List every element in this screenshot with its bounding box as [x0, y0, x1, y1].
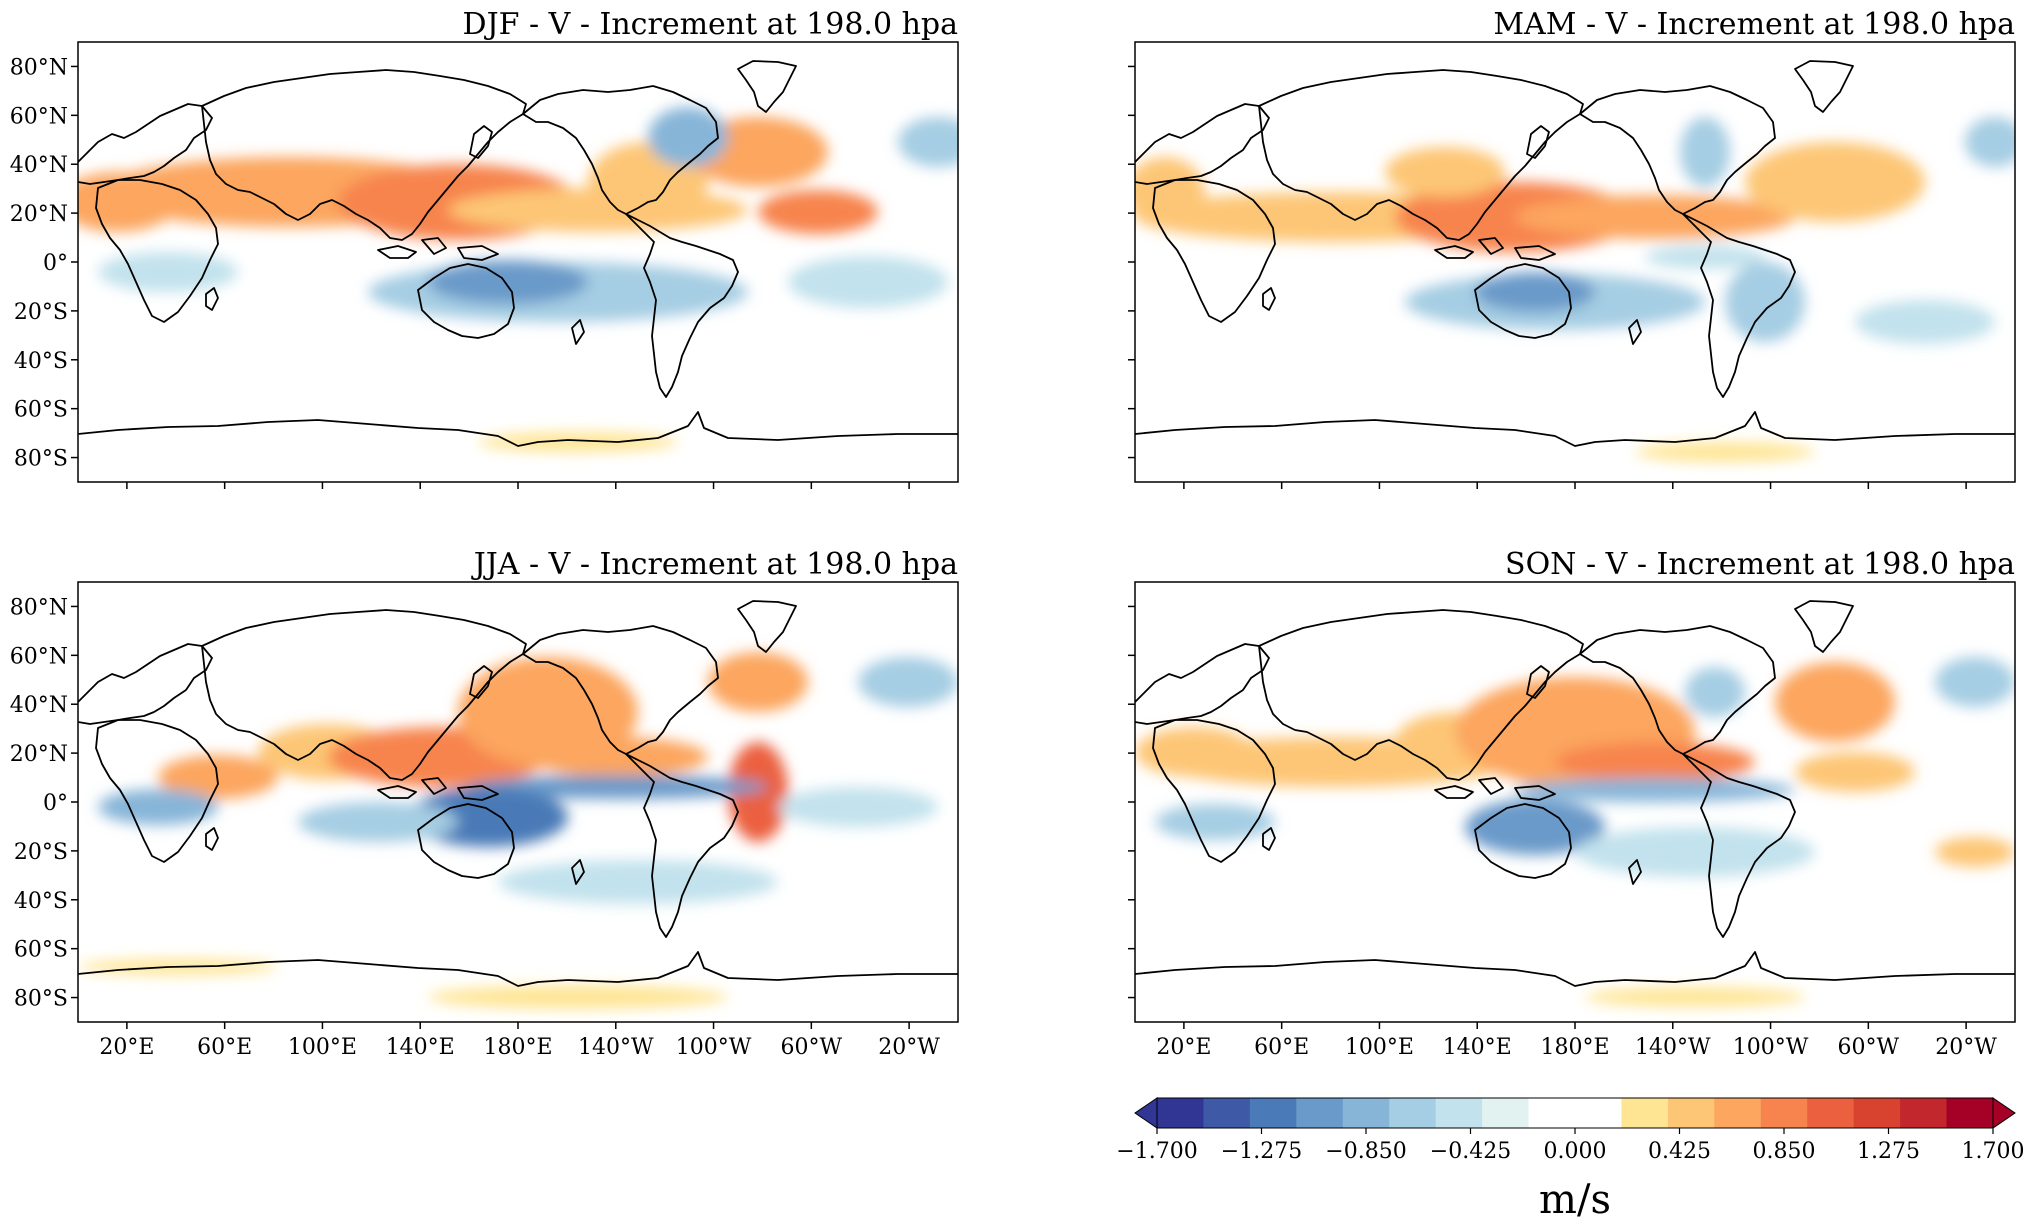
colorbar-extend-max	[1992, 1097, 2016, 1129]
panel-title-mam: MAM - V - Increment at 198.0 hpa	[1493, 7, 2015, 42]
panel-jja: JJA - V - Increment at 198.0 hpa	[10, 547, 959, 1060]
colorbar-unit-label: m/s	[1539, 1177, 1611, 1223]
panel-mam: MAM - V - Increment at 198.0 hpa	[1128, 7, 2016, 489]
lat-tick-label: 20°S	[14, 840, 68, 865]
lat-tick-label: 20°N	[10, 202, 68, 227]
colorbar-tick-label: −0.425	[1430, 1139, 1511, 1164]
lon-tick-label: 60°W	[781, 1035, 843, 1060]
lat-tick-label: 60°S	[14, 398, 68, 423]
lon-tick-label: 100°E	[288, 1035, 357, 1060]
colorbar-segment	[1157, 1098, 1204, 1128]
colorbar-segment	[1714, 1098, 1762, 1128]
lon-tick-label: 140°W	[578, 1035, 654, 1060]
lon-axis-son: 20°E 60°E 100°E 140°E 180°E 140°W 100°W 60°W 20°…	[1156, 1022, 1997, 1060]
lon-tick-label: 60°E	[1254, 1035, 1309, 1060]
map-mam	[1135, 42, 2015, 482]
lat-tick-label: 60°S	[14, 938, 68, 963]
colorbar-segment	[1667, 1098, 1715, 1128]
colorbar: −1.700 −1.275 −0.850 −0.425 0.000 0.425 0.850 1…	[1116, 1097, 2024, 1223]
colorbar-segment	[1760, 1098, 1808, 1128]
colorbar-segment	[1946, 1098, 1994, 1128]
lat-tick-label: 0°	[43, 791, 68, 816]
lon-tick-label: 60°E	[197, 1035, 252, 1060]
lat-axis-jja: 80°N 60°N 40°N 20°N 0° 20°S 40°S 60°S 80°S	[10, 595, 78, 1012]
lon-tick-label: 140°W	[1635, 1035, 1711, 1060]
colorbar-segment	[1389, 1098, 1437, 1128]
lon-tick-label: 100°E	[1345, 1035, 1414, 1060]
lon-ticks-djf	[126, 482, 910, 489]
colorbar-tick-label: −1.700	[1116, 1139, 1197, 1164]
colorbar-ticks: −1.700 −1.275 −0.850 −0.425 0.000 0.425 0.850 1…	[1116, 1128, 2024, 1164]
lon-tick-label: 100°W	[676, 1035, 752, 1060]
colorbar-segment	[1435, 1098, 1483, 1128]
colorbar-segment	[1342, 1098, 1390, 1128]
lon-tick-label: 140°E	[386, 1035, 455, 1060]
lat-ticks-son	[1128, 605, 1135, 999]
lon-ticks-mam	[1183, 482, 1967, 489]
lon-tick-label: 180°E	[1540, 1035, 1609, 1060]
lon-tick-label: 60°W	[1838, 1035, 1900, 1060]
lon-tick-label: 180°E	[483, 1035, 552, 1060]
colorbar-tick-label: 1.275	[1857, 1139, 1920, 1164]
colorbar-segment	[1249, 1098, 1297, 1128]
colorbar-segments	[1134, 1097, 2016, 1129]
panel-djf: DJF - V - Increment at 198.0 hpa 80°N 60°…	[10, 7, 959, 489]
panel-title-djf: DJF - V - Increment at 198.0 hpa	[463, 7, 959, 42]
colorbar-extend-min	[1134, 1097, 1158, 1129]
lon-tick-label: 20°E	[1156, 1035, 1211, 1060]
lat-axis-djf: 80°N 60°N 40°N 20°N 0° 20°S 40°S 60°S 80°S	[10, 55, 78, 472]
panel-son: SON - V - Increment at 198.0 hpa	[1128, 547, 2016, 1060]
colorbar-segment	[1575, 1098, 1622, 1128]
lat-tick-label: 40°S	[14, 889, 68, 914]
colorbar-segment	[1482, 1098, 1530, 1128]
panel-title-jja: JJA - V - Increment at 198.0 hpa	[471, 547, 958, 582]
lon-tick-label: 20°E	[99, 1035, 154, 1060]
colorbar-tick-label: 1.700	[1962, 1139, 2025, 1164]
lon-tick-label: 20°W	[1935, 1035, 1997, 1060]
lat-tick-label: 80°N	[10, 55, 68, 80]
lat-tick-label: 0°	[43, 251, 68, 276]
map-djf	[78, 42, 958, 482]
colorbar-tick-label: −0.850	[1325, 1139, 1406, 1164]
colorbar-segment	[1621, 1098, 1669, 1128]
lat-tick-label: 40°N	[10, 153, 68, 178]
lat-tick-label: 80°S	[14, 987, 68, 1012]
colorbar-tick-label: 0.000	[1544, 1139, 1607, 1164]
colorbar-tick-label: −1.275	[1221, 1139, 1302, 1164]
lat-tick-label: 20°N	[10, 742, 68, 767]
lat-tick-label: 40°S	[14, 349, 68, 374]
lat-tick-label: 80°S	[14, 447, 68, 472]
lat-tick-label: 60°N	[10, 644, 68, 669]
colorbar-segment	[1900, 1098, 1948, 1128]
colorbar-segment	[1296, 1098, 1344, 1128]
colorbar-tick-label: 0.425	[1648, 1139, 1711, 1164]
colorbar-segment	[1807, 1098, 1855, 1128]
panel-title-son: SON - V - Increment at 198.0 hpa	[1505, 547, 2015, 582]
lat-tick-label: 80°N	[10, 595, 68, 620]
lon-tick-label: 140°E	[1443, 1035, 1512, 1060]
colorbar-segment	[1528, 1098, 1576, 1128]
lon-tick-label: 20°W	[878, 1035, 940, 1060]
lon-axis-jja: 20°E 60°E 100°E 140°E 180°E 140°W 100°W 60°W 20°…	[99, 1022, 940, 1060]
lat-tick-label: 40°N	[10, 693, 68, 718]
colorbar-segment	[1203, 1098, 1251, 1128]
colorbar-tick-label: 0.850	[1753, 1139, 1816, 1164]
map-son	[1135, 582, 2015, 1022]
map-jja	[78, 582, 958, 1022]
lat-ticks-mam	[1128, 65, 1135, 459]
lat-tick-label: 60°N	[10, 104, 68, 129]
colorbar-segment	[1853, 1098, 1901, 1128]
lat-tick-label: 20°S	[14, 300, 68, 325]
lon-tick-label: 100°W	[1733, 1035, 1809, 1060]
